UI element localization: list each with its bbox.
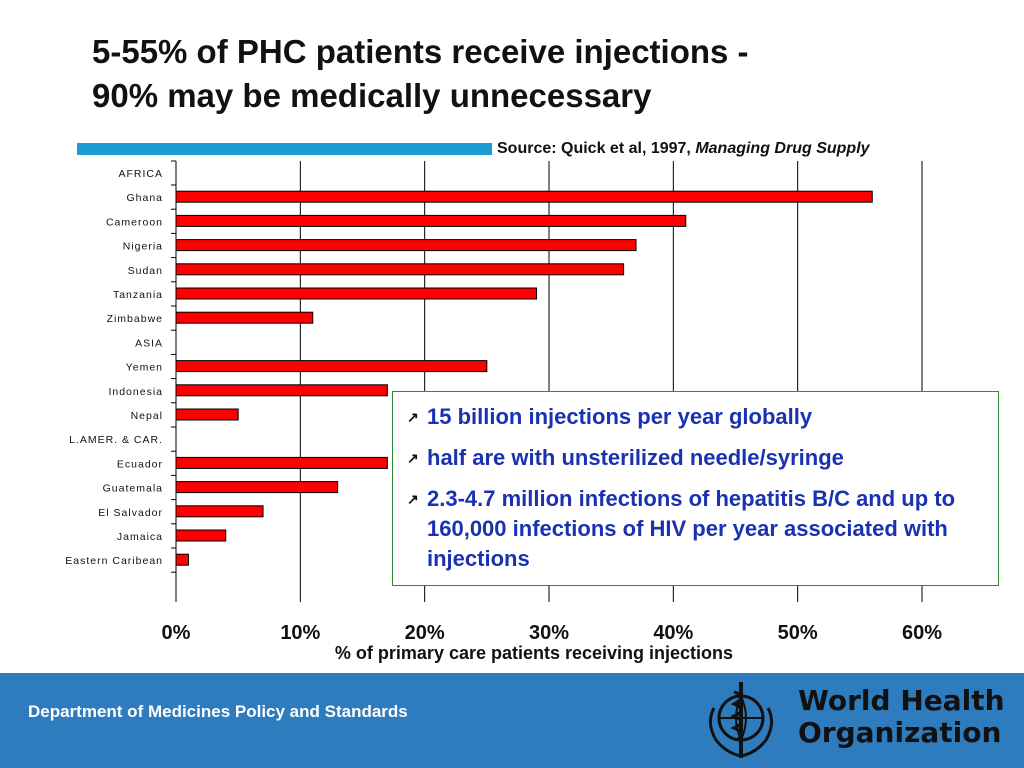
bar	[175, 287, 538, 300]
category-label: L.AMER. & CAR.	[69, 434, 163, 446]
arrow-bullet-icon: ↗	[407, 450, 419, 466]
bar	[175, 239, 637, 252]
x-tick-label: 20%	[405, 622, 445, 644]
bar	[175, 190, 873, 203]
x-axis-title: % of primary care patients receiving inj…	[335, 643, 733, 663]
category-label: Tanzania	[113, 289, 163, 301]
category-label: Nepal	[131, 410, 163, 422]
department-name: Department of Medicines Policy and Stand…	[28, 702, 408, 721]
x-tick-label: 50%	[778, 622, 818, 644]
accent-bar	[77, 143, 492, 155]
x-tick-label: 30%	[529, 622, 569, 644]
category-label: Jamaica	[117, 531, 163, 543]
who-line-1: World Health	[798, 684, 1005, 717]
footer-bar: Department of Medicines Policy and Stand…	[0, 673, 1024, 768]
bar	[175, 456, 388, 469]
slide-title: 5-55% of PHC patients receive injections…	[92, 30, 972, 118]
source-citation: Source: Quick et al, 1997, Managing Drug…	[497, 140, 870, 158]
category-label: Cameroon	[106, 216, 163, 228]
callout-text: 2.3-4.7 million infections of hepatitis …	[427, 486, 956, 571]
arrow-bullet-icon: ↗	[407, 491, 419, 507]
category-label: Sudan	[128, 265, 163, 277]
category-label: Zimbabwe	[107, 313, 163, 325]
who-line-2: Organization	[798, 716, 1002, 749]
category-label: El Salvador	[98, 507, 163, 519]
arrow-bullet-icon: ↗	[407, 409, 419, 425]
callout-text: 15 billion injections per year globally	[427, 404, 813, 429]
bar	[175, 263, 625, 276]
who-wordmark: World Health Organization	[798, 685, 1005, 749]
callout-item: ↗ 15 billion injections per year globall…	[407, 402, 986, 432]
bar	[175, 384, 388, 397]
bar	[175, 408, 239, 421]
title-line-2: 90% may be medically unnecessary	[92, 77, 652, 114]
callout-text: half are with unsterilized needle/syring…	[427, 445, 844, 470]
category-label: Guatemala	[103, 483, 163, 495]
bar	[175, 529, 227, 542]
x-tick-label: 0%	[162, 622, 191, 644]
title-line-1: 5-55% of PHC patients receive injections…	[92, 33, 749, 70]
callout-item: ↗ 2.3-4.7 million infections of hepatiti…	[407, 484, 986, 574]
facts-callout-box: ↗ 15 billion injections per year globall…	[392, 391, 999, 586]
bar	[175, 505, 264, 518]
category-label: ASIA	[135, 337, 163, 349]
x-tick-label: 10%	[280, 622, 320, 644]
source-text: Source: Quick et al, 1997,	[497, 140, 696, 157]
category-label: Ghana	[126, 192, 163, 204]
category-label: Eastern Caribean	[65, 555, 163, 567]
bar	[175, 360, 488, 373]
bar	[175, 553, 189, 566]
x-tick-label: 60%	[902, 622, 942, 644]
bar	[175, 311, 314, 324]
who-emblem-icon	[709, 682, 773, 758]
injection-bar-chart: 0% 10% 20% 30% 40% 50% 60% AFRICA Ghana Cameroon N…	[65, 160, 942, 663]
category-label: Nigeria	[123, 241, 163, 253]
bar	[175, 214, 687, 227]
callout-item: ↗ half are with unsterilized needle/syri…	[407, 443, 986, 473]
category-label: Indonesia	[108, 386, 163, 398]
category-label: AFRICA	[118, 168, 163, 180]
x-tick-label: 40%	[653, 622, 693, 644]
source-book-title: Managing Drug Supply	[695, 140, 870, 157]
category-label: Yemen	[126, 362, 163, 374]
category-label: Ecuador	[117, 458, 163, 470]
bar	[175, 481, 339, 494]
